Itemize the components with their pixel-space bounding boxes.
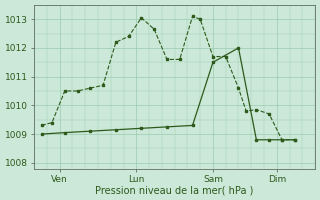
- X-axis label: Pression niveau de la mer( hPa ): Pression niveau de la mer( hPa ): [95, 185, 254, 195]
